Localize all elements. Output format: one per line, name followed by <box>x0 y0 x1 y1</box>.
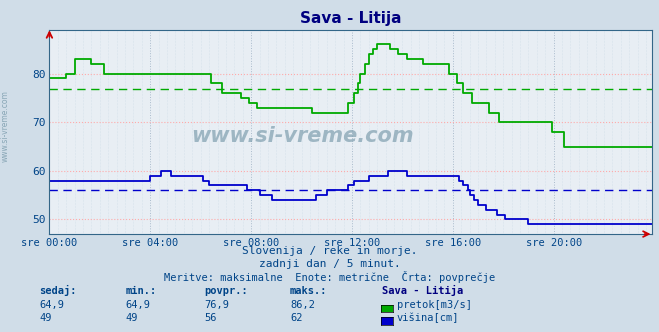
Text: www.si-vreme.com: www.si-vreme.com <box>191 126 414 146</box>
Text: višina[cm]: višina[cm] <box>397 313 459 323</box>
Text: 64,9: 64,9 <box>40 300 65 310</box>
Text: maks.:: maks.: <box>290 286 328 296</box>
Text: 56: 56 <box>204 313 217 323</box>
Text: 64,9: 64,9 <box>125 300 150 310</box>
Text: 86,2: 86,2 <box>290 300 315 310</box>
Text: sedaj:: sedaj: <box>40 285 77 296</box>
Text: Meritve: maksimalne  Enote: metrične  Črta: povprečje: Meritve: maksimalne Enote: metrične Črta… <box>164 271 495 283</box>
Text: 62: 62 <box>290 313 302 323</box>
Title: Sava - Litija: Sava - Litija <box>300 11 402 26</box>
Text: 49: 49 <box>40 313 52 323</box>
Text: 76,9: 76,9 <box>204 300 229 310</box>
Text: povpr.:: povpr.: <box>204 286 248 296</box>
Text: zadnji dan / 5 minut.: zadnji dan / 5 minut. <box>258 259 401 269</box>
Text: 49: 49 <box>125 313 138 323</box>
Text: www.si-vreme.com: www.si-vreme.com <box>1 90 10 162</box>
Text: Sava - Litija: Sava - Litija <box>382 285 463 296</box>
Text: Slovenija / reke in morje.: Slovenija / reke in morje. <box>242 246 417 256</box>
Text: min.:: min.: <box>125 286 156 296</box>
Text: pretok[m3/s]: pretok[m3/s] <box>397 300 472 310</box>
